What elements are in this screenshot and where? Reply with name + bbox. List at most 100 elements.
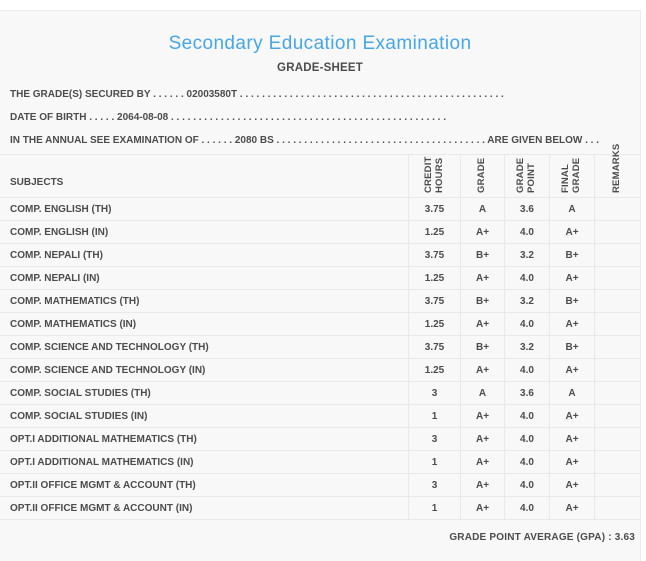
final-grade-cell: A+ xyxy=(549,474,594,496)
grades-secured-by-line: THE GRADE(S) SECURED BY . . . . . . 0200… xyxy=(10,89,504,100)
grade-point-cell: 4.0 xyxy=(504,221,549,243)
page-title: Secondary Education Examination xyxy=(168,33,472,54)
credit-hours-cell: 1 xyxy=(408,451,460,473)
remarks-cell xyxy=(594,474,640,496)
table-row: COMP. SCIENCE AND TECHNOLOGY (TH) 3.75 B+ 3… xyxy=(0,336,640,359)
credit-hours-cell: 1.25 xyxy=(408,313,460,335)
remarks-cell xyxy=(594,244,640,266)
grade-point-cell: 4.0 xyxy=(504,267,549,289)
grade-cell: A+ xyxy=(460,474,504,496)
grade-cell: A+ xyxy=(460,267,504,289)
grade-point-column-header: GRADE POINT xyxy=(504,155,549,197)
final-grade-cell: A xyxy=(549,382,594,404)
grade-point-cell: 4.0 xyxy=(504,428,549,450)
grades-table-body: COMP. ENGLISH (TH) 3.75 A 3.6 A COMP. ENGLISH… xyxy=(0,198,640,520)
final-grade-cell: B+ xyxy=(549,290,594,312)
subject-cell: COMP. MATHEMATICS (TH) xyxy=(10,295,140,307)
grade-cell: A+ xyxy=(460,451,504,473)
table-row: OPT.II OFFICE MGMT & ACCOUNT (TH) 3 A+ 4.0 A… xyxy=(0,474,640,497)
credit-hours-cell: 3 xyxy=(408,382,460,404)
remarks-cell xyxy=(594,198,640,220)
subject-cell: COMP. ENGLISH (TH) xyxy=(10,203,112,215)
grade-point-cell: 3.2 xyxy=(504,336,549,358)
grade-cell: A+ xyxy=(460,313,504,335)
grade-point-header-label: GRADE POINT xyxy=(515,157,537,193)
remarks-cell xyxy=(594,382,640,404)
subject-cell: OPT.I ADDITIONAL MATHEMATICS (TH) xyxy=(10,433,197,445)
table-row: OPT.II OFFICE MGMT & ACCOUNT (IN) 1 A+ 4.0 A… xyxy=(0,497,640,520)
subject-cell: COMP. NEPALI (TH) xyxy=(10,249,103,261)
credit-hours-cell: 1 xyxy=(408,497,460,519)
subject-cell: COMP. SCIENCE AND TECHNOLOGY (TH) xyxy=(10,341,209,353)
remarks-cell xyxy=(594,313,640,335)
final-grade-cell: A xyxy=(549,198,594,220)
grade-point-cell: 3.6 xyxy=(504,198,549,220)
table-row: OPT.I ADDITIONAL MATHEMATICS (TH) 3 A+ 4.0 A… xyxy=(0,428,640,451)
final-grade-cell: A+ xyxy=(549,221,594,243)
examination-year-line: IN THE ANNUAL SEE EXAMINATION OF . . . .… xyxy=(10,135,599,146)
table-row: COMP. NEPALI (TH) 3.75 B+ 3.2 B+ xyxy=(0,244,640,267)
grade-point-cell: 3.2 xyxy=(504,290,549,312)
grades-table: SUBJECTS CREDIT HOURS GRADE GRADE POINT … xyxy=(0,144,640,520)
remarks-cell xyxy=(594,451,640,473)
final-grade-column-header: FINAL GRADE xyxy=(549,155,594,197)
final-grade-header-label: FINAL GRADE xyxy=(560,157,582,193)
credit-hours-cell: 1 xyxy=(408,405,460,427)
grade-point-cell: 4.0 xyxy=(504,405,549,427)
subject-cell: COMP. ENGLISH (IN) xyxy=(10,226,109,238)
grade-cell: B+ xyxy=(460,244,504,266)
remarks-cell xyxy=(594,405,640,427)
subject-cell: OPT.II OFFICE MGMT & ACCOUNT (TH) xyxy=(10,479,196,491)
grade-column-header: GRADE xyxy=(460,155,504,197)
grade-cell: A+ xyxy=(460,221,504,243)
remarks-cell xyxy=(594,428,640,450)
candidate-info-section: THE GRADE(S) SECURED BY . . . . . . 0200… xyxy=(0,83,640,152)
credit-hours-header-label: CREDIT HOURS xyxy=(422,156,445,193)
remarks-cell xyxy=(594,290,640,312)
subjects-column-header: SUBJECTS xyxy=(0,155,408,197)
subjects-header-label: SUBJECTS xyxy=(10,177,64,188)
grade-point-cell: 3.2 xyxy=(504,244,549,266)
grade-point-cell: 4.0 xyxy=(504,451,549,473)
remarks-cell xyxy=(594,267,640,289)
table-row: COMP. NEPALI (IN) 1.25 A+ 4.0 A+ xyxy=(0,267,640,290)
final-grade-cell: A+ xyxy=(549,497,594,519)
credit-hours-cell: 3 xyxy=(408,474,460,496)
subject-cell: COMP. SOCIAL STUDIES (IN) xyxy=(10,410,148,422)
credit-hours-cell: 3.75 xyxy=(408,244,460,266)
grade-point-cell: 4.0 xyxy=(504,497,549,519)
table-row: COMP. MATHEMATICS (TH) 3.75 B+ 3.2 B+ xyxy=(0,290,640,313)
table-row: OPT.I ADDITIONAL MATHEMATICS (IN) 1 A+ 4.0 A… xyxy=(0,451,640,474)
remarks-cell xyxy=(594,359,640,381)
credit-hours-cell: 3.75 xyxy=(408,290,460,312)
grade-point-cell: 4.0 xyxy=(504,359,549,381)
table-row: COMP. SOCIAL STUDIES (IN) 1 A+ 4.0 A+ xyxy=(0,405,640,428)
remarks-cell xyxy=(594,497,640,519)
grade-point-cell: 4.0 xyxy=(504,474,549,496)
grade-cell: A xyxy=(460,382,504,404)
table-row: COMP. SOCIAL STUDIES (TH) 3 A 3.6 A xyxy=(0,382,640,405)
remarks-column-header: REMARKS xyxy=(594,144,640,197)
subject-cell: COMP. MATHEMATICS (IN) xyxy=(10,318,137,330)
remarks-header-label: REMARKS xyxy=(611,143,623,193)
grade-cell: A+ xyxy=(460,497,504,519)
final-grade-cell: A+ xyxy=(549,313,594,335)
credit-hours-cell: 1.25 xyxy=(408,359,460,381)
subject-cell: COMP. NEPALI (IN) xyxy=(10,272,100,284)
grade-cell: A+ xyxy=(460,428,504,450)
final-grade-cell: B+ xyxy=(549,244,594,266)
grade-cell: B+ xyxy=(460,290,504,312)
grade-header-label: GRADE xyxy=(476,157,488,193)
subject-cell: OPT.I ADDITIONAL MATHEMATICS (IN) xyxy=(10,456,194,468)
table-row: COMP. MATHEMATICS (IN) 1.25 A+ 4.0 A+ xyxy=(0,313,640,336)
grade-cell: A+ xyxy=(460,405,504,427)
final-grade-cell: A+ xyxy=(549,267,594,289)
credit-hours-cell: 3.75 xyxy=(408,336,460,358)
subject-cell: OPT.II OFFICE MGMT & ACCOUNT (IN) xyxy=(10,502,193,514)
grade-sheet-subtitle: GRADE-SHEET xyxy=(277,62,363,74)
table-row: COMP. ENGLISH (IN) 1.25 A+ 4.0 A+ xyxy=(0,221,640,244)
grade-cell: B+ xyxy=(460,336,504,358)
grade-point-cell: 4.0 xyxy=(504,313,549,335)
subject-cell: COMP. SOCIAL STUDIES (TH) xyxy=(10,387,151,399)
final-grade-cell: A+ xyxy=(549,428,594,450)
